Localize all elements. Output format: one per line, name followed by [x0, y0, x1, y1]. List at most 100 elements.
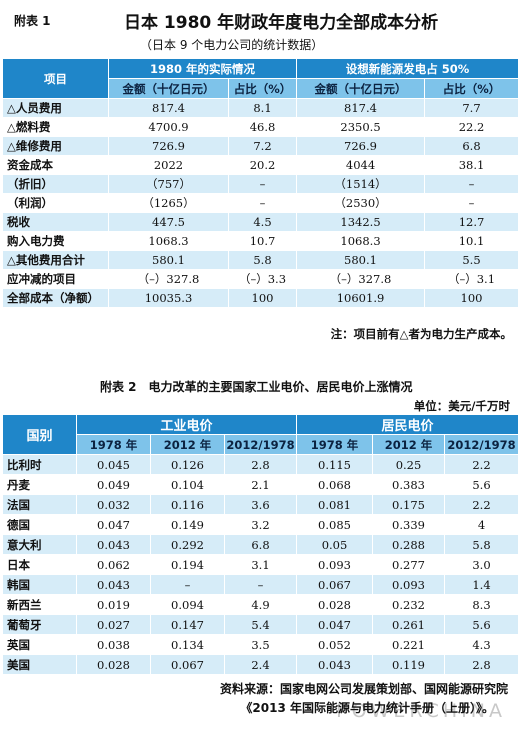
table-row: （折旧） （757） – （1514） –: [2, 174, 520, 194]
table-cell: 726.9: [108, 136, 229, 156]
table-cell: 7.7: [424, 98, 520, 118]
table-cell: 4044: [296, 155, 426, 175]
country-label: 比利时: [2, 454, 77, 475]
table-cell: 0.028: [76, 654, 151, 675]
table1-subtitle: （日本 9 个电力公司的统计数据）: [140, 38, 324, 52]
table-cell: –: [150, 574, 225, 595]
row-label: △维修费用: [2, 136, 109, 156]
header-ratio-actual: 占比（%）: [227, 78, 298, 99]
table-cell: 12.7: [424, 212, 520, 232]
table1-title: 日本 1980 年财政年度电力全部成本分析: [124, 13, 439, 33]
source-line-1: 资料来源：国家电网公司发展策划部、国网能源研究院: [219, 682, 508, 696]
table-cell: –: [424, 174, 520, 194]
table-cell: 46.8: [227, 117, 298, 137]
table-cell: 8.1: [227, 98, 298, 118]
table-row: （利润） （1265） – （2530） –: [2, 193, 520, 213]
country-label: 新西兰: [2, 594, 77, 615]
table-cell: （–）327.8: [296, 269, 426, 289]
table-cell: 3.6: [224, 494, 297, 515]
watermark: POWERCHINA: [336, 700, 506, 722]
table-cell: 0.383: [372, 474, 445, 495]
table-cell: 4700.9: [108, 117, 229, 137]
table-cell: 0.047: [76, 514, 151, 535]
table-cell: 5.5: [424, 250, 520, 270]
table-cell: （1514）: [296, 174, 426, 194]
table-cell: 0.043: [296, 654, 373, 675]
country-label: 美国: [2, 654, 77, 675]
table-cell: 7.2: [227, 136, 298, 156]
table-cell: 0.049: [76, 474, 151, 495]
table-cell: 5.8: [227, 250, 298, 270]
electricity-price-table: 国别 工业电价 居民电价 1978 年 2012 年 2012/1978 197…: [2, 414, 519, 675]
country-label: 法国: [2, 494, 77, 515]
table2-unit: 单位：美元/千万时: [413, 399, 510, 413]
table-cell: 0.093: [372, 574, 445, 595]
table-cell: 10035.3: [108, 288, 229, 308]
table-row: 全部成本（净额） 10035.3 100 10601.9 100: [2, 288, 520, 308]
table-cell: 726.9: [296, 136, 426, 156]
header-ind-2012: 2012 年: [150, 434, 225, 455]
table1-tag: 附表 1: [14, 14, 51, 28]
table-cell: 2.1: [224, 474, 297, 495]
table-cell: 0.25: [372, 454, 445, 475]
table-row: 应冲减的项目 （–）327.8 （–）3.3 （–）327.8 （–）3.1: [2, 269, 520, 289]
table-cell: 0.032: [76, 494, 151, 515]
table-cell: 0.277: [372, 554, 445, 575]
table-cell: （757）: [108, 174, 229, 194]
table-cell: 817.4: [296, 98, 426, 118]
table-cell: 0.028: [296, 594, 373, 615]
table-cell: 5.6: [444, 614, 519, 635]
table-cell: 3.2: [224, 514, 297, 535]
table-row: △燃料费 4700.9 46.8 2350.5 22.2: [2, 117, 520, 137]
table-cell: –: [227, 193, 298, 213]
cost-analysis-table: 项目 1980 年的实际情况 设想新能源发电占 50% 金额（十亿日元） 占比（…: [2, 58, 520, 308]
table-cell: 447.5: [108, 212, 229, 232]
table-cell: 1.4: [444, 574, 519, 595]
table-cell: 2.8: [224, 454, 297, 475]
table-cell: 0.019: [76, 594, 151, 615]
table-cell: （2530）: [296, 193, 426, 213]
table-cell: 8.3: [444, 594, 519, 615]
row-label: △其他费用合计: [2, 250, 109, 270]
header-res-2012: 2012 年: [372, 434, 445, 455]
table1-note: 注：项目前有△者为电力生产成本。: [330, 327, 512, 341]
table-cell: 10601.9: [296, 288, 426, 308]
table-cell: 100: [424, 288, 520, 308]
country-label: 德国: [2, 514, 77, 535]
table-cell: 2.8: [444, 654, 519, 675]
table-cell: 0.126: [150, 454, 225, 475]
table-cell: 0.045: [76, 454, 151, 475]
table-cell: 0.149: [150, 514, 225, 535]
table-row: 日本 0.062 0.194 3.1 0.093 0.277 3.0: [2, 554, 519, 575]
header-amount-scenario: 金额（十亿日元）: [296, 78, 426, 99]
table-cell: –: [224, 574, 297, 595]
header-res-ratio: 2012/1978: [444, 434, 519, 455]
table-cell: 3.1: [224, 554, 297, 575]
table-cell: 0.104: [150, 474, 225, 495]
table-row: 英国 0.038 0.134 3.5 0.052 0.221 4.3: [2, 634, 519, 655]
table-cell: 2.2: [444, 494, 519, 515]
header-group-industrial: 工业电价: [76, 414, 297, 435]
table-cell: （–）3.3: [227, 269, 298, 289]
table-cell: 1342.5: [296, 212, 426, 232]
table-row: 韩国 0.043– –0.067 0.093 1.4: [2, 574, 519, 595]
table-cell: 0.085: [296, 514, 373, 535]
table-cell: 4.3: [444, 634, 519, 655]
country-label: 日本: [2, 554, 77, 575]
table-cell: 10.7: [227, 231, 298, 251]
table-row: 新西兰 0.019 0.094 4.9 0.028 0.232 8.3: [2, 594, 519, 615]
table-row: 意大利 0.043 0.292 6.8 0.05 0.288 5.8: [2, 534, 519, 555]
table-cell: 0.05: [296, 534, 373, 555]
header-group-actual: 1980 年的实际情况: [107, 58, 298, 79]
table-cell: 0.062: [76, 554, 151, 575]
table-row: △维修费用 726.9 7.2 726.9 6.8: [2, 136, 520, 156]
table-cell: 0.067: [150, 654, 225, 675]
table-cell: 2.2: [444, 454, 519, 475]
header-ind-ratio: 2012/1978: [224, 434, 297, 455]
row-label: △人员费用: [2, 98, 109, 118]
table-cell: 0.043: [76, 574, 151, 595]
table-cell: （–）327.8: [108, 269, 229, 289]
header-item: 项目: [2, 58, 109, 99]
table-cell: 5.4: [224, 614, 297, 635]
table-cell: 5.8: [444, 534, 519, 555]
